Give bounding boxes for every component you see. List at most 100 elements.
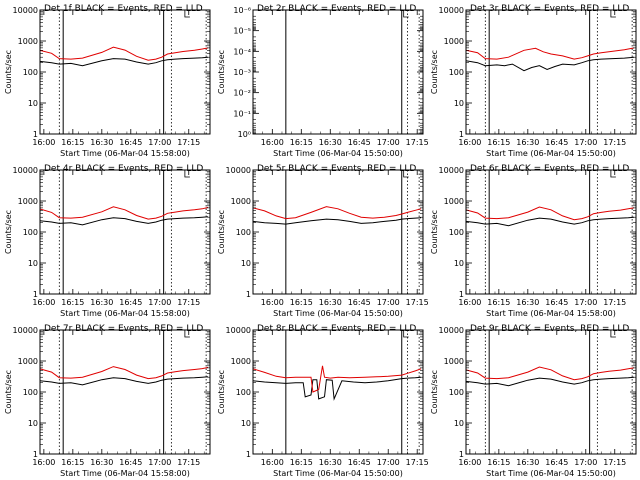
y-tick-label: 10000 <box>13 166 38 175</box>
panel-title: Det 9r BLACK = Events, RED = LLD <box>470 324 629 334</box>
x-tick-label: 16:15 <box>61 138 84 147</box>
x-tick-label: 16:30 <box>90 298 113 307</box>
y-tick-label: 1000 <box>18 357 38 366</box>
x-tick-label: 16:15 <box>487 138 510 147</box>
y-tick-label: 100 <box>449 388 464 397</box>
bracket-marker <box>184 170 190 178</box>
x-axis-label: Start Time (06-Mar-04 15:50:00) <box>273 149 403 158</box>
x-tick-label: 17:15 <box>603 138 626 147</box>
x-tick-label: 16:00 <box>458 458 481 467</box>
panel-title: Det 1f BLACK = Events, RED = LLD <box>44 4 203 14</box>
plot-frame <box>39 329 211 455</box>
panel-title: Det 4r BLACK = Events, RED = LLD <box>44 164 203 174</box>
y-tick-label: 10 <box>28 419 38 428</box>
x-tick-label: 17:00 <box>574 138 597 147</box>
plot-frame <box>252 169 424 295</box>
plot-frame <box>465 329 637 455</box>
detector-panel: Det 5r BLACK = Events, RED = LLD 1 10 100 10… <box>217 164 429 318</box>
x-tick-label: 16:00 <box>32 298 55 307</box>
x-axis-label: Start Time (06-Mar-04 15:58:00) <box>486 309 616 318</box>
panel-title: Det 8r BLACK = Events, RED = LLD <box>257 324 416 334</box>
y-tick-label: 100 <box>23 228 38 237</box>
x-tick-label: 17:15 <box>406 138 429 147</box>
plot-frame <box>465 169 637 295</box>
y-tick-label: 1000 <box>231 197 251 206</box>
x-tick-label: 16:00 <box>261 298 284 307</box>
x-tick-label: 16:30 <box>516 298 539 307</box>
y-axis-label: Counts/sec <box>4 370 13 414</box>
x-tick-label: 16:00 <box>32 138 55 147</box>
y-tick-label: 10000 <box>13 326 38 335</box>
x-tick-label: 16:15 <box>290 138 313 147</box>
lld-series-line <box>466 366 635 381</box>
y-tick-label: 1000 <box>18 37 38 46</box>
panel-title: Det 7r BLACK = Events, RED = LLD <box>44 324 203 334</box>
y-tick-label: 1 <box>459 290 464 299</box>
x-axis-label: Start Time (06-Mar-04 15:50:00) <box>273 309 403 318</box>
y-tick-label: 100 <box>236 228 251 237</box>
y-tick-label: 1 <box>33 450 38 459</box>
y-tick-label: 10⁻⁶ <box>233 6 251 15</box>
bracket-marker <box>403 330 409 338</box>
panel-title: Det 5r BLACK = Events, RED = LLD <box>257 164 416 174</box>
y-tick-label: 10 <box>241 419 251 428</box>
events-series-line <box>466 216 635 227</box>
y-tick-label: 10000 <box>439 166 464 175</box>
lld-series-line <box>466 47 635 60</box>
y-axis-label: Counts/sec <box>217 370 226 414</box>
x-tick-label: 16:15 <box>290 458 313 467</box>
x-tick-label: 16:30 <box>516 138 539 147</box>
x-tick-label: 16:30 <box>90 458 113 467</box>
detector-panel: Det 3r BLACK = Events, RED = LLD 1 10 100 10… <box>430 4 637 158</box>
y-tick-label: 10⁰ <box>238 130 251 139</box>
y-tick-label: 100 <box>449 228 464 237</box>
detector-panel: Det 1f BLACK = Events, RED = LLD 1 10 100 10… <box>4 4 211 158</box>
x-tick-label: 16:45 <box>545 458 568 467</box>
x-tick-label: 16:30 <box>319 138 342 147</box>
x-tick-label: 16:45 <box>348 138 371 147</box>
plot-frame <box>39 169 211 295</box>
y-tick-label: 1 <box>459 130 464 139</box>
y-axis-label: Counts/sec <box>217 50 226 94</box>
x-tick-label: 16:30 <box>90 138 113 147</box>
y-axis-label: Counts/sec <box>430 50 439 94</box>
x-tick-label: 16:15 <box>61 458 84 467</box>
y-tick-label: 1 <box>459 450 464 459</box>
x-tick-label: 17:15 <box>603 298 626 307</box>
y-tick-label: 10 <box>241 259 251 268</box>
x-axis-label: Start Time (06-Mar-04 15:50:00) <box>486 149 616 158</box>
x-tick-label: 17:15 <box>603 458 626 467</box>
y-tick-label: 100 <box>236 388 251 397</box>
x-tick-label: 17:15 <box>177 138 200 147</box>
detector-panel: Det 4r BLACK = Events, RED = LLD 1 10 100 10… <box>4 164 211 318</box>
y-tick-label: 10⁻² <box>233 89 251 98</box>
plot-frame <box>465 9 637 135</box>
x-tick-label: 17:00 <box>377 458 400 467</box>
y-tick-label: 10 <box>28 99 38 108</box>
y-axis-label: Counts/sec <box>217 210 226 254</box>
x-tick-label: 16:45 <box>119 458 142 467</box>
x-tick-label: 16:45 <box>119 298 142 307</box>
detector-panel: Det 2r BLACK = Events, RED = LLD 10⁰ 10⁻¹ 1… <box>217 4 429 158</box>
detector-panel: Det 6r BLACK = Events, RED = LLD 1 10 100 10… <box>430 164 637 318</box>
y-tick-label: 1000 <box>444 37 464 46</box>
x-tick-label: 16:00 <box>458 138 481 147</box>
lld-series-line <box>40 366 209 380</box>
panel-title: Det 3r BLACK = Events, RED = LLD <box>470 4 629 14</box>
x-tick-label: 17:00 <box>148 298 171 307</box>
x-tick-label: 17:00 <box>148 138 171 147</box>
x-tick-label: 17:00 <box>574 458 597 467</box>
y-tick-label: 10⁻³ <box>233 68 251 77</box>
x-tick-label: 17:00 <box>148 458 171 467</box>
events-series-line <box>40 376 209 386</box>
detector-panel: Det 9r BLACK = Events, RED = LLD 1 10 100 10… <box>430 324 637 478</box>
y-axis-label: Counts/sec <box>430 370 439 414</box>
events-series-line <box>466 56 635 72</box>
y-tick-label: 10⁻¹ <box>233 109 251 118</box>
x-tick-label: 16:30 <box>319 458 342 467</box>
y-tick-label: 1 <box>33 130 38 139</box>
events-series-line <box>253 376 422 401</box>
lld-series-line <box>466 206 635 221</box>
y-tick-label: 100 <box>23 388 38 397</box>
bracket-marker <box>184 330 190 338</box>
